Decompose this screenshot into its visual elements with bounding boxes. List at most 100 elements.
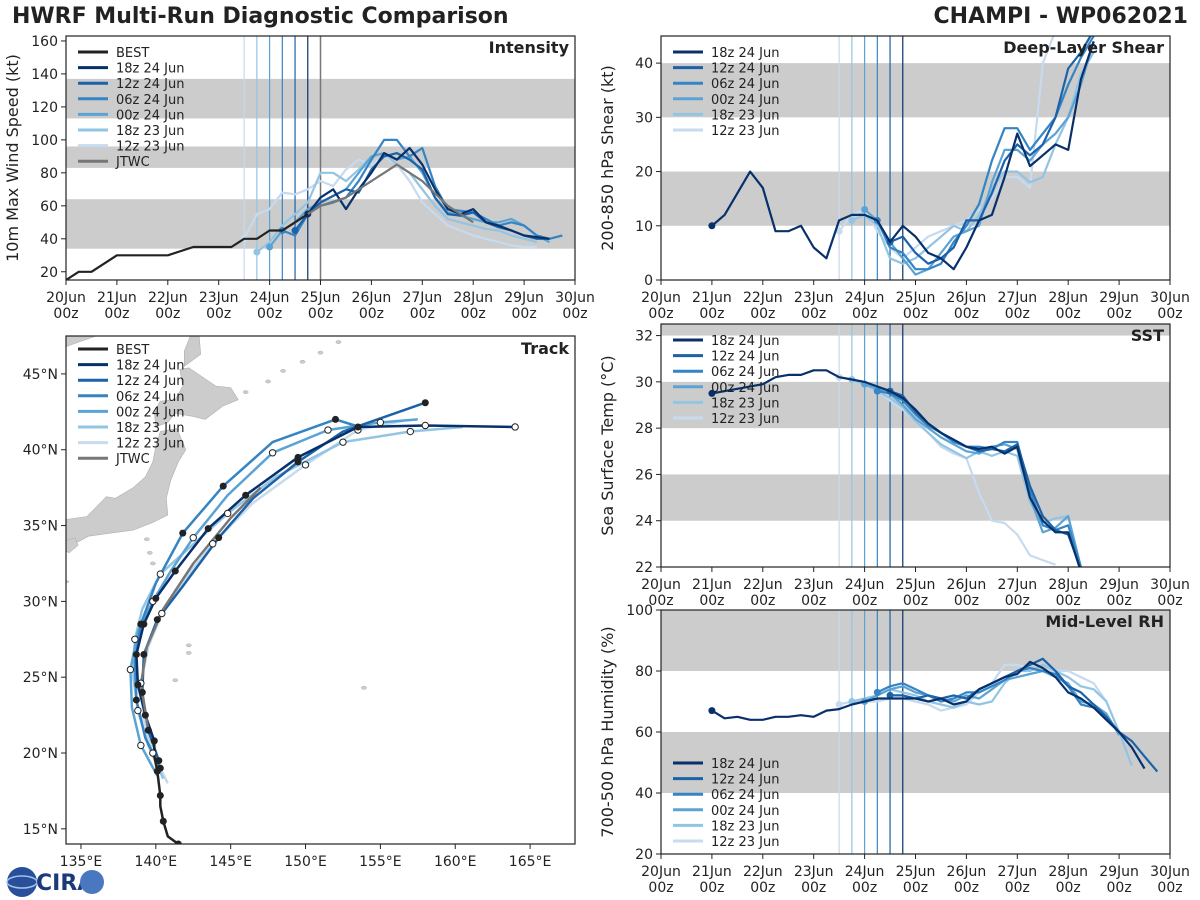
intensity-legend-label: 18z 23 Jun xyxy=(116,124,185,139)
intensity-line-best xyxy=(66,213,309,280)
rh-band-1 xyxy=(661,610,1170,671)
track-marker-closed-r12z24 xyxy=(215,534,223,542)
shear-legend-label: 00z 24 Jun xyxy=(711,93,780,108)
track-marker-open-r00z24 xyxy=(189,533,197,542)
rh-xtick-sublabel: 00z xyxy=(1107,880,1132,896)
track-marker-closed-r18z24 xyxy=(132,650,140,658)
intensity-xtick-label: 25Jun xyxy=(301,290,341,306)
sst-xtick-label: 23Jun xyxy=(794,577,834,593)
track-legend-label: 18z 23 Jun xyxy=(116,421,185,436)
intensity-xtick-sublabel: 00z xyxy=(461,306,486,322)
rh-legend-label: 12z 24 Jun xyxy=(711,773,780,788)
rh-xtick-label: 23Jun xyxy=(794,864,834,880)
rh-panel: 2040608010020Jun00z21Jun00z22Jun00z23Jun… xyxy=(598,603,1190,896)
rh-xtick-label: 27Jun xyxy=(997,864,1037,880)
rh-xtick-sublabel: 00z xyxy=(750,880,775,896)
track-marker-open-r18z23 xyxy=(131,635,139,643)
shear-xtick-label: 26Jun xyxy=(947,290,987,306)
intensity-xtick-sublabel: 00z xyxy=(308,306,333,322)
shear-xtick-label: 22Jun xyxy=(743,290,783,306)
shear-legend-label: 12z 23 Jun xyxy=(711,124,780,139)
intensity-init-marker-r12z24 xyxy=(291,227,299,235)
shear-ytick-label: 40 xyxy=(635,56,653,72)
intensity-legend-label: 18z 24 Jun xyxy=(116,62,185,77)
track-marker-open-r00z24 xyxy=(268,449,277,457)
shear-xtick-label: 25Jun xyxy=(896,290,936,306)
shear-init-marker-r12z23 xyxy=(835,227,843,235)
sst-ytick-label: 26 xyxy=(635,467,653,483)
track-marker-closed-r06z24 xyxy=(331,415,339,423)
track-island-5 xyxy=(335,340,342,344)
sst-xtick-sublabel: 00z xyxy=(699,593,724,609)
track-marker-open-r18z23 xyxy=(134,706,142,715)
shear-xtick-label: 29Jun xyxy=(1099,290,1139,306)
track-line-best xyxy=(153,740,182,844)
rh-xtick-label: 24Jun xyxy=(845,864,885,880)
track-xtick-label: 140°E xyxy=(135,854,178,870)
sst-xtick-label: 28Jun xyxy=(1048,577,1088,593)
rh-xtick-sublabel: 00z xyxy=(903,880,928,896)
track-marker-closed-r18z24 xyxy=(171,567,179,575)
track-island-6 xyxy=(143,537,150,542)
track-ytick-label: 25°N xyxy=(23,670,58,686)
intensity-line-jtwc xyxy=(307,163,474,224)
track-marker-closed-r12z24 xyxy=(155,757,163,765)
sst-xtick-sublabel: 00z xyxy=(852,593,877,609)
track-island-0 xyxy=(242,390,249,394)
intensity-xtick-sublabel: 00z xyxy=(410,306,435,322)
shear-xtick-sublabel: 00z xyxy=(1107,306,1132,322)
track-land-2 xyxy=(66,537,79,554)
track-frame xyxy=(65,335,576,845)
track-marker-closed-r12z24 xyxy=(144,726,152,734)
track-panel-title: Track xyxy=(521,339,569,358)
track-marker-closed-r18z24 xyxy=(150,737,158,745)
sst-legend-label: 12z 24 Jun xyxy=(711,350,780,365)
shear-ylabel: 200-850 hPa Shear (kt) xyxy=(598,65,617,251)
track-island-12 xyxy=(361,685,367,690)
intensity-line-r18z24 xyxy=(306,147,550,240)
shear-xtick-label: 27Jun xyxy=(997,290,1037,306)
sst-ytick-label: 30 xyxy=(635,375,653,391)
storm-id-title: CHAMPI - WP062021 xyxy=(933,4,1188,29)
sst-line-r18z24 xyxy=(711,369,1081,567)
shear-panel: 01020304020Jun00z21Jun00z22Jun00z23Jun00… xyxy=(598,35,1190,322)
track-land-5 xyxy=(66,336,97,347)
rh-ytick-label: 20 xyxy=(635,847,653,863)
rh-init-marker-r06z24 xyxy=(873,688,881,696)
shear-legend-label: 12z 24 Jun xyxy=(711,62,780,77)
sst-xtick-sublabel: 00z xyxy=(1157,593,1182,609)
rh-legend-label: 18z 23 Jun xyxy=(711,819,780,834)
shear-xtick-sublabel: 00z xyxy=(903,306,928,322)
intensity-ytick-label: 120 xyxy=(31,100,58,116)
intensity-xtick-sublabel: 00z xyxy=(359,306,384,322)
sst-xtick-sublabel: 00z xyxy=(1005,593,1030,609)
track-marker-open-r00z24 xyxy=(324,426,332,434)
shear-xtick-sublabel: 00z xyxy=(648,306,673,322)
rh-band-0 xyxy=(661,732,1170,793)
rh-xtick-sublabel: 00z xyxy=(954,880,979,896)
track-marker-open-r00z24 xyxy=(376,418,385,427)
track-legend-label: 12z 24 Jun xyxy=(116,374,185,389)
intensity-xtick-sublabel: 00z xyxy=(562,306,587,322)
intensity-xtick-label: 26Jun xyxy=(352,290,392,306)
rh-legend-label: 06z 24 Jun xyxy=(711,788,780,803)
figure-title: HWRF Multi-Run Diagnostic Comparison xyxy=(12,4,509,29)
shear-band-0 xyxy=(661,171,1170,226)
track-marker-closed-r12z24 xyxy=(421,399,429,407)
sst-line-r06z24 xyxy=(877,390,1082,567)
track-legend-label: 00z 24 Jun xyxy=(116,405,185,420)
rh-line-r06z24 xyxy=(876,666,1120,733)
rh-line-r18z23 xyxy=(851,663,1133,766)
rh-xtick-label: 30Jun xyxy=(1150,864,1190,880)
sst-xtick-label: 30Jun xyxy=(1150,577,1190,593)
track-legend-label: 18z 24 Jun xyxy=(116,359,185,374)
track-marker-open-r18z24 xyxy=(511,423,519,431)
sst-xtick-label: 27Jun xyxy=(997,577,1037,593)
track-ytick-label: 30°N xyxy=(23,594,58,610)
shear-xtick-label: 28Jun xyxy=(1048,290,1088,306)
rh-xtick-label: 21Jun xyxy=(692,864,732,880)
track-xtick-label: 135°E xyxy=(60,854,103,870)
shear-legend-label: 06z 24 Jun xyxy=(711,77,780,92)
sst-xtick-sublabel: 00z xyxy=(1107,593,1132,609)
shear-plot-area xyxy=(661,36,1170,280)
